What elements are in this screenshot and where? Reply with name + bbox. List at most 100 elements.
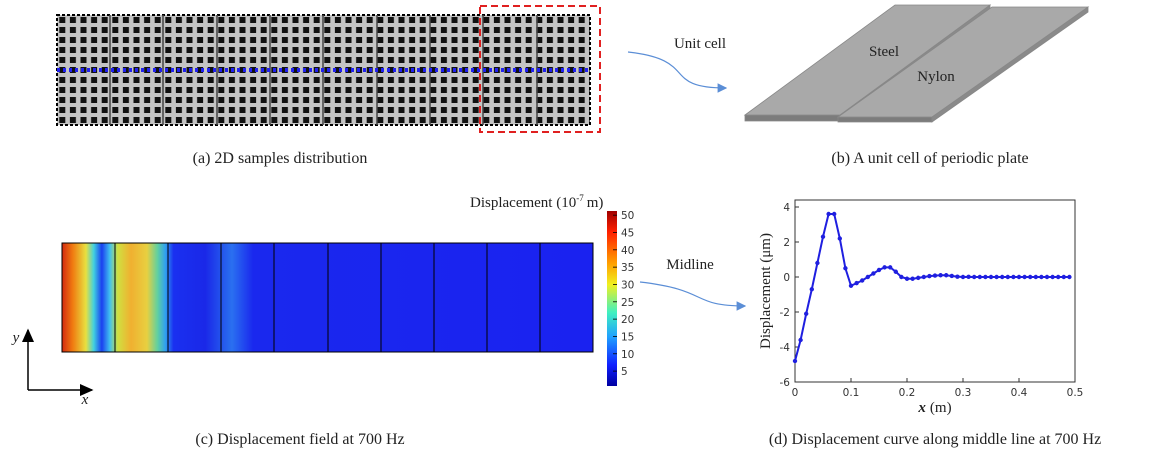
data-point [843,266,848,271]
data-point [910,276,915,281]
data-point [944,273,949,278]
unit-cell [743,4,1090,123]
x-tick-label: 0.4 [1011,387,1028,399]
data-point [882,265,887,270]
data-point [804,311,809,316]
caption: (a) 2D samples distribution [193,150,368,167]
caption: (c) Displacement field at 700 Hz [195,431,404,448]
data-point [1011,274,1016,280]
data-point [1067,274,1072,280]
data-point [876,267,882,273]
data-point [815,260,820,266]
data-point [988,274,994,280]
data-point [893,269,898,274]
y-tick-label: 0 [783,272,790,284]
colorbar-tick-label: 10 [621,349,634,361]
data-point [960,274,966,280]
y-tick-label: -4 [780,342,791,354]
data-point [798,337,803,343]
data-point [955,274,960,279]
y-tick-label: -6 [780,377,791,389]
data-point [1028,274,1033,280]
x-tick-label: 0.5 [1067,387,1084,399]
arrow-label: Midline [666,257,714,273]
data-point [994,274,999,280]
data-point [837,236,842,241]
x-axis-var: x [917,400,926,416]
colorbar-tick-label: 20 [621,314,634,326]
data-point [1005,274,1010,280]
data-point [871,271,876,276]
data-point [888,265,893,270]
colorbar-tick-label: 5 [621,366,628,378]
sample-grid [56,5,601,133]
data-point [1016,274,1022,280]
data-point [1050,274,1055,280]
data-point [977,274,982,280]
data-point [932,273,938,278]
data-point [865,274,870,280]
data-point [1056,274,1061,280]
data-point [854,280,859,286]
x-axis-unit: (m) [930,400,952,416]
colorbar-tick-label: 45 [621,227,634,239]
colorbar-tick-label: 35 [621,262,634,274]
data-point [832,211,837,217]
data-point [1033,274,1039,280]
data-point [820,234,826,239]
colorbar-tick-label: 15 [621,331,634,343]
caption: (d) Displacement curve along middle line… [769,431,1101,448]
data-point [916,275,921,281]
displacement-field [61,242,594,353]
x-tick-label: 0 [792,387,799,399]
y-tick-label: 4 [783,202,790,214]
colorbar-tick-label: 30 [621,279,634,291]
data-point [966,274,971,280]
data-point [1022,274,1027,280]
material-label: Steel [869,44,899,60]
data-point [792,358,798,364]
data-point [826,211,831,217]
colorbar [607,211,617,386]
data-line [794,213,1070,362]
axes-icon [22,328,94,396]
x-tick-label: 0.1 [843,387,860,399]
data-point [938,273,943,278]
colorbar-title: Displacement (10-7 m) [470,193,603,211]
data-point [1039,274,1044,280]
data-point [949,273,954,279]
plot-frame [794,199,1076,383]
data-point [1061,274,1067,280]
caption: (b) A unit cell of periodic plate [831,150,1028,167]
data-point [899,274,904,280]
colorbar-title-sup: -7 [576,193,584,203]
data-point [848,283,854,288]
arrow [639,281,747,311]
data-point [1000,274,1005,280]
x-axis-label: x (m) [917,400,951,416]
data-point [860,278,865,283]
data-point [809,287,814,292]
colorbar-title-text: Displacement (10 [470,195,576,211]
y-tick-label: -2 [780,307,790,319]
y-tick-label: 2 [783,237,790,249]
colorbar-tick-label: 50 [621,210,634,222]
material-label: Nylon [917,69,955,85]
x-tick-label: 0.2 [899,387,916,399]
axis-label: y [11,330,20,346]
arrow [627,51,728,93]
y-axis-label: Displacement (μm) [758,233,774,349]
x-tick-label: 0.3 [955,387,972,399]
colorbar-tick-label: 25 [621,297,634,309]
arrow-label: Unit cell [674,36,726,52]
data-point [921,274,926,280]
data-point [904,276,910,281]
data-point [1044,274,1050,280]
colorbar-tick-label: 40 [621,245,634,257]
colorbar-title-end: m) [587,195,604,211]
axis-label: x [81,392,89,408]
data-point [927,273,932,279]
data-point [972,274,977,280]
data-point [983,274,988,280]
